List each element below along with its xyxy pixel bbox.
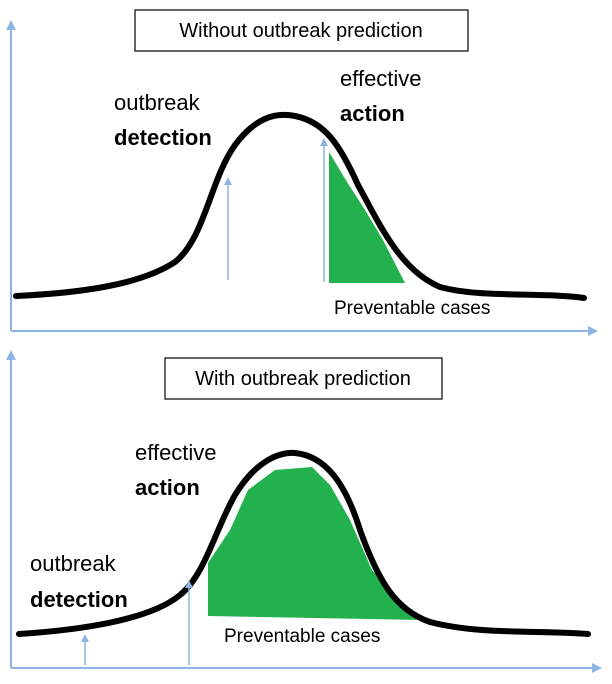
detection-label-line1: outbreak: [30, 551, 117, 576]
panel-title-box: [134, 9, 469, 52]
preventable-cases-label: Preventable cases: [224, 626, 380, 647]
panel-title: With outbreak prediction: [195, 368, 411, 390]
action-label-line1: effective: [135, 440, 217, 465]
panel-title: Without outbreak prediction: [179, 20, 422, 42]
preventable-cases-region: [329, 152, 405, 283]
panel-title-box: [164, 357, 443, 400]
detection-label-line2: detection: [114, 125, 212, 150]
action-label-line2: action: [340, 101, 405, 126]
panel-with-prediction: With outbreak prediction effective actio…: [5, 350, 602, 673]
preventable-cases-region: [208, 467, 422, 620]
epidemic-curve: [13, 111, 587, 301]
action-label-line1: effective: [340, 66, 422, 91]
panel-without-prediction: Without outbreak prediction outbreak det…: [5, 9, 598, 336]
preventable-cases-label: Preventable cases: [334, 298, 490, 319]
epidemic-curve: [16, 449, 591, 637]
action-label-line2: action: [135, 475, 200, 500]
detection-label-line1: outbreak: [114, 90, 201, 115]
detection-label-line2: detection: [30, 587, 128, 612]
